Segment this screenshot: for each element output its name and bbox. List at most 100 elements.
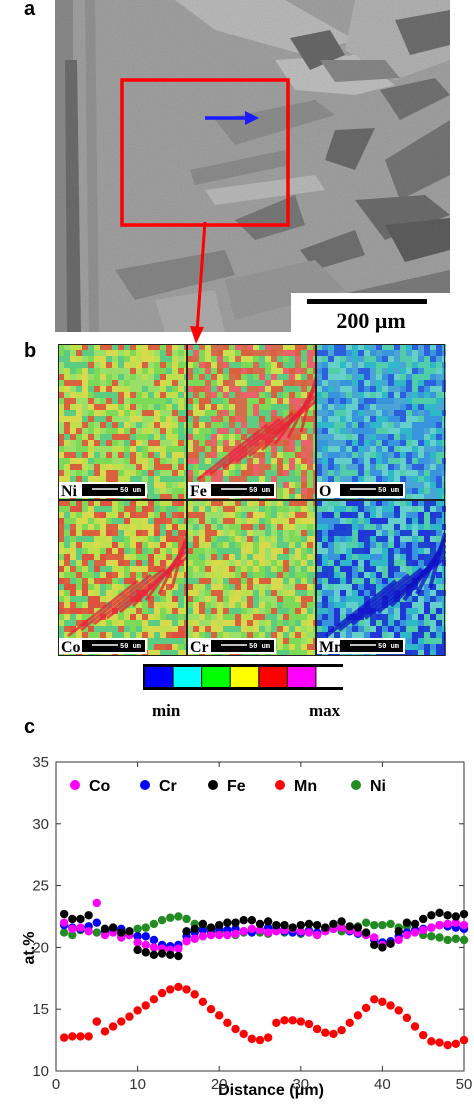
panel-label-c: c xyxy=(24,716,36,738)
data-point-mn xyxy=(288,1016,297,1025)
data-point-mn xyxy=(215,1011,224,1020)
data-point-mn xyxy=(321,1028,330,1037)
data-point-fe xyxy=(100,924,110,934)
data-point-mn xyxy=(361,1003,371,1013)
data-point-ni xyxy=(174,912,183,921)
data-point-cr xyxy=(133,932,142,941)
data-point-co xyxy=(76,923,85,932)
x-tick-label: 0 xyxy=(52,1076,60,1093)
connector-arrow-icon xyxy=(190,222,207,344)
map-tile-cr: Cr 50 um xyxy=(187,500,319,656)
data-point-co xyxy=(247,924,257,934)
data-point-ni xyxy=(141,923,150,932)
data-point-mn xyxy=(117,1017,126,1026)
data-point-co xyxy=(410,928,420,937)
data-point-mn xyxy=(312,1024,322,1034)
y-tick-label: 10 xyxy=(32,1063,49,1080)
data-point-mn xyxy=(353,1011,363,1020)
data-point-mn xyxy=(174,982,183,992)
scale-bar xyxy=(307,299,427,304)
data-point-fe xyxy=(223,918,232,927)
data-point-fe xyxy=(231,918,240,927)
data-point-co xyxy=(296,927,305,936)
element-maps: Ni 50 um Fe 50 um O 50 um Co 50 um Cr 50 um Mn 50 u… xyxy=(58,344,448,658)
legend-item-ni: Ni xyxy=(351,778,386,795)
data-point-cr xyxy=(149,935,159,945)
data-point-fe xyxy=(174,951,183,961)
data-point-mn xyxy=(190,990,199,999)
data-point-fe xyxy=(402,918,412,927)
data-point-co xyxy=(394,935,403,945)
series-mn xyxy=(59,982,469,1050)
data-point-ni xyxy=(378,920,387,930)
legend-marker xyxy=(351,780,361,790)
data-point-fe xyxy=(386,939,395,948)
data-point-co xyxy=(337,923,346,932)
data-point-fe xyxy=(435,908,444,917)
data-point-fe xyxy=(149,950,159,960)
data-point-mn xyxy=(345,1018,354,1027)
data-point-co xyxy=(419,925,428,935)
data-point-mn xyxy=(198,997,208,1006)
data-point-mn xyxy=(337,1026,346,1035)
data-point-co xyxy=(182,937,191,946)
map-scale-bar-label: 50 um xyxy=(249,487,270,495)
legend-label: Co xyxy=(89,778,111,795)
composition-chart: at.% Distance (μm) 0 10 20 30 40 50 10 15 20 25 30… xyxy=(0,738,474,1105)
data-point-fe xyxy=(263,917,273,926)
data-point-fe xyxy=(239,916,248,925)
map-tile-co: Co 50 um xyxy=(58,500,190,656)
y-tick-label: 20 xyxy=(32,939,49,956)
data-point-fe xyxy=(84,911,93,920)
data-point-ni xyxy=(435,933,444,942)
map-tile-fe: Fe 50 um xyxy=(187,344,319,500)
data-point-fe xyxy=(247,916,257,925)
panel-label-b: b xyxy=(24,340,37,362)
data-point-cr xyxy=(92,918,102,927)
data-point-co xyxy=(272,927,281,936)
data-point-mn xyxy=(133,1006,142,1015)
map-element-label: Co xyxy=(61,639,81,656)
data-point-co xyxy=(149,943,159,952)
data-point-mn xyxy=(223,1018,232,1027)
map-element-label: Fe xyxy=(190,483,207,500)
data-point-mn xyxy=(206,1005,216,1014)
data-point-mn xyxy=(435,1038,444,1047)
map-element-label: Mn xyxy=(319,639,343,656)
data-point-co xyxy=(451,918,461,927)
colorbar-swatch xyxy=(173,667,202,687)
data-point-co xyxy=(435,920,444,930)
data-point-mn xyxy=(166,985,175,994)
data-point-cr xyxy=(141,932,150,941)
data-point-ni xyxy=(459,935,469,945)
data-point-co xyxy=(370,933,379,942)
data-point-cr xyxy=(198,925,208,935)
data-point-co xyxy=(263,928,273,937)
data-point-mn xyxy=(125,1012,134,1021)
data-point-mn xyxy=(280,1016,289,1025)
data-point-fe xyxy=(206,923,216,932)
data-point-co xyxy=(304,928,314,937)
data-point-mn xyxy=(410,1022,420,1031)
data-point-mn xyxy=(394,1006,403,1015)
data-point-fe xyxy=(361,928,371,937)
data-point-co xyxy=(312,930,322,940)
data-point-ni xyxy=(443,935,452,945)
data-point-mn xyxy=(68,1032,77,1041)
data-point-ni xyxy=(166,913,175,922)
data-point-co xyxy=(215,930,224,940)
data-point-ni xyxy=(59,928,69,937)
data-point-ni xyxy=(92,928,102,937)
colorbar-swatch xyxy=(202,667,230,687)
legend-label: Mn xyxy=(294,778,317,795)
colorbar-min-label: min xyxy=(152,701,181,720)
data-point-co xyxy=(427,923,436,932)
sem-micrograph: 200 μm xyxy=(55,0,450,333)
data-point-fe xyxy=(255,919,265,929)
colorbar-swatch xyxy=(287,667,316,687)
map-scale-bar-label: 50 um xyxy=(378,487,399,495)
data-point-ni xyxy=(361,918,371,927)
legend-label: Ni xyxy=(370,778,386,795)
data-point-mn xyxy=(157,988,167,998)
data-point-fe xyxy=(117,928,126,937)
